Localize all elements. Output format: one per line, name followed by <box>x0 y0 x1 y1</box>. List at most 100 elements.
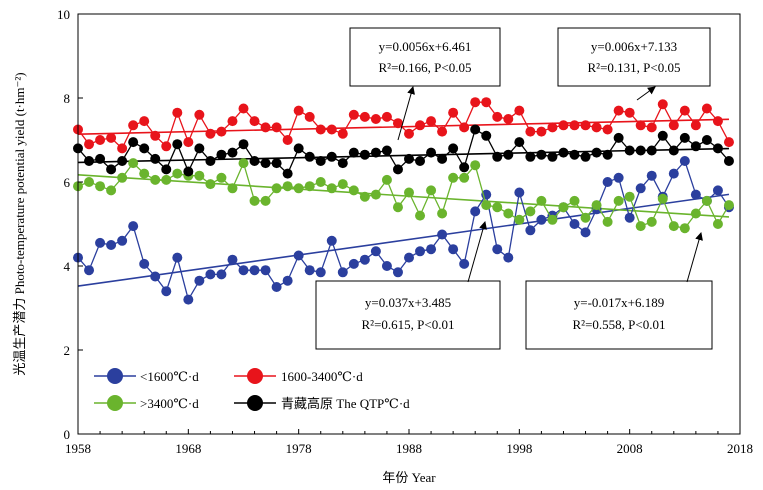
data-point <box>712 116 723 127</box>
data-point <box>128 221 139 232</box>
data-point <box>359 149 370 160</box>
data-point <box>161 286 172 297</box>
data-point <box>95 135 106 145</box>
data-point <box>337 179 348 190</box>
data-point <box>481 97 492 108</box>
data-point <box>426 244 437 255</box>
data-point <box>370 246 381 257</box>
data-point <box>536 195 547 206</box>
data-point <box>635 120 646 131</box>
data-point <box>679 132 690 143</box>
data-point <box>503 252 514 263</box>
data-point <box>216 269 227 280</box>
data-point <box>84 156 95 166</box>
data-point <box>381 145 392 156</box>
y-tick-label: 8 <box>64 91 71 106</box>
data-point <box>304 151 315 162</box>
annotation-mid-box <box>557 27 711 87</box>
data-point <box>415 210 426 221</box>
data-point <box>205 179 216 190</box>
data-point <box>701 135 712 145</box>
data-point <box>613 132 624 143</box>
legend-low-marker <box>107 368 123 384</box>
data-point <box>95 181 106 192</box>
data-point <box>271 282 282 292</box>
data-point <box>426 147 437 158</box>
data-point <box>514 105 525 116</box>
data-point <box>139 168 150 179</box>
data-point <box>580 120 591 131</box>
data-point <box>547 214 558 225</box>
data-point <box>315 124 326 135</box>
data-point <box>150 174 161 185</box>
data-point <box>437 229 448 240</box>
data-point <box>293 183 304 194</box>
data-point <box>668 221 679 232</box>
data-point <box>613 195 624 206</box>
data-point <box>547 122 558 133</box>
data-point <box>646 145 657 156</box>
y-tick-label: 2 <box>64 343 71 358</box>
data-point <box>547 151 558 162</box>
data-point <box>536 214 547 225</box>
data-point <box>315 267 326 278</box>
data-point <box>536 126 547 137</box>
data-point <box>392 164 403 175</box>
data-point <box>216 149 227 160</box>
arrow-low <box>467 221 487 283</box>
data-point <box>536 149 547 160</box>
data-point <box>293 250 304 261</box>
data-point <box>404 187 414 198</box>
data-point <box>602 149 613 160</box>
legend-mid-marker <box>247 368 263 384</box>
data-point <box>635 183 646 194</box>
data-point <box>558 147 569 158</box>
data-point <box>492 111 503 122</box>
data-point <box>348 109 359 120</box>
data-point <box>679 223 690 234</box>
data-point <box>448 244 459 255</box>
data-point <box>381 261 392 271</box>
data-point <box>238 103 249 114</box>
data-point <box>348 147 359 158</box>
data-point <box>558 202 569 213</box>
data-point <box>591 200 602 211</box>
data-point <box>470 160 481 171</box>
data-point <box>183 166 194 177</box>
data-point <box>690 141 701 152</box>
data-point <box>260 265 271 276</box>
data-point <box>106 164 117 175</box>
data-point <box>525 206 536 217</box>
data-point <box>161 174 172 185</box>
data-point <box>128 158 139 169</box>
annotation-low-stats: R²=0.615, P<0.01 <box>362 317 455 332</box>
x-tick-label: 1998 <box>506 441 532 456</box>
data-point <box>448 107 459 118</box>
data-point <box>271 122 282 133</box>
data-point <box>106 132 117 143</box>
data-point <box>216 172 227 183</box>
legend-qtp-label: 青藏高原 The QTP℃·d <box>281 396 410 411</box>
legend-qtp-marker <box>247 395 263 411</box>
data-point <box>117 143 128 154</box>
data-point <box>139 116 150 127</box>
data-point <box>271 158 282 169</box>
data-point <box>381 111 392 122</box>
data-point <box>249 195 260 206</box>
data-point <box>150 153 161 164</box>
data-point <box>470 124 481 135</box>
data-point <box>348 185 359 196</box>
data-point <box>723 156 734 166</box>
data-point <box>602 177 613 187</box>
x-tick-label: 1968 <box>175 441 201 456</box>
data-point <box>426 116 437 127</box>
data-point <box>459 162 470 173</box>
data-point <box>359 191 370 202</box>
annotation-mid: y=0.006x+7.133 R²=0.131, P<0.05 <box>557 27 711 87</box>
data-point <box>668 120 679 131</box>
data-point <box>315 156 326 166</box>
y-tick-label: 4 <box>64 259 71 274</box>
data-point <box>415 156 426 166</box>
data-point <box>723 200 734 211</box>
data-point <box>690 189 701 200</box>
